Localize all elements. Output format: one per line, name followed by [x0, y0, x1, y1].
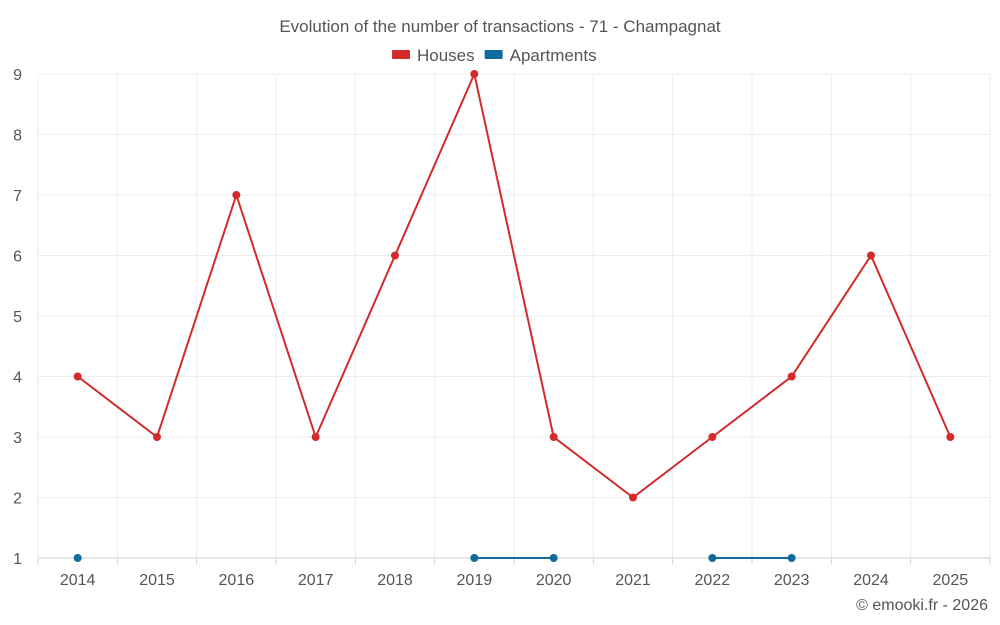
- y-tick-label: 8: [13, 128, 22, 145]
- data-point[interactable]: [708, 554, 717, 562]
- data-point[interactable]: [787, 554, 796, 562]
- grid: [37, 73, 991, 558]
- chart-title: Evolution of the number of transactions …: [279, 17, 721, 36]
- data-point[interactable]: [867, 251, 875, 260]
- data-point[interactable]: [153, 433, 161, 441]
- data-point[interactable]: [73, 554, 82, 562]
- data-point[interactable]: [946, 433, 955, 441]
- x-tick-label: 2018: [377, 572, 413, 589]
- y-tick-label: 6: [13, 249, 22, 266]
- data-point[interactable]: [470, 70, 479, 78]
- x-tick-label: 2015: [139, 572, 175, 589]
- y-tick-label: 4: [13, 370, 22, 387]
- y-tick-label: 9: [13, 67, 22, 84]
- x-tick-label: 2021: [615, 572, 651, 589]
- data-point[interactable]: [232, 191, 241, 199]
- data-point[interactable]: [549, 433, 558, 441]
- legend-item-apartments[interactable]: Apartments: [484, 46, 597, 65]
- x-tick-label: 2025: [933, 572, 969, 589]
- legend[interactable]: Houses Apartments: [392, 46, 597, 65]
- y-tick-label: 7: [13, 188, 22, 205]
- x-tick-label: 2020: [536, 572, 572, 589]
- series-apartments: [73, 554, 796, 562]
- data-point[interactable]: [787, 372, 796, 381]
- series: [73, 70, 955, 562]
- y-tick-label: 5: [13, 309, 22, 326]
- data-point[interactable]: [391, 251, 399, 260]
- legend-label: Houses: [417, 46, 475, 65]
- x-tick-label: 2014: [60, 572, 96, 589]
- data-point[interactable]: [311, 433, 320, 441]
- y-tick-label: 2: [13, 491, 22, 508]
- x-tick-label: 2023: [774, 572, 810, 589]
- x-tick-label: 2024: [853, 572, 889, 589]
- data-point[interactable]: [549, 554, 558, 562]
- x-tick-label: 2016: [219, 572, 255, 589]
- axes: 1 2 3 4 5 6 7 8 9 2014 2015 2016 2017 2018 2019 2020 202…: [13, 67, 991, 589]
- legend-swatch: [392, 50, 410, 59]
- data-point[interactable]: [470, 554, 479, 562]
- legend-swatch: [484, 50, 503, 59]
- series-line: [77, 70, 952, 499]
- data-point[interactable]: [73, 372, 82, 381]
- credit-text: © emooki.fr - 2026: [856, 597, 988, 614]
- legend-item-houses[interactable]: Houses: [392, 46, 475, 65]
- y-tick-label: 3: [13, 430, 22, 447]
- legend-label: Apartments: [510, 46, 597, 65]
- y-tick-label: 1: [13, 551, 22, 568]
- data-point[interactable]: [708, 433, 717, 441]
- series-houses: [73, 70, 955, 502]
- data-point[interactable]: [629, 493, 637, 502]
- x-tick-label: 2017: [298, 572, 334, 589]
- x-tick-label: 2022: [695, 572, 731, 589]
- x-tick-label: 2019: [457, 572, 493, 589]
